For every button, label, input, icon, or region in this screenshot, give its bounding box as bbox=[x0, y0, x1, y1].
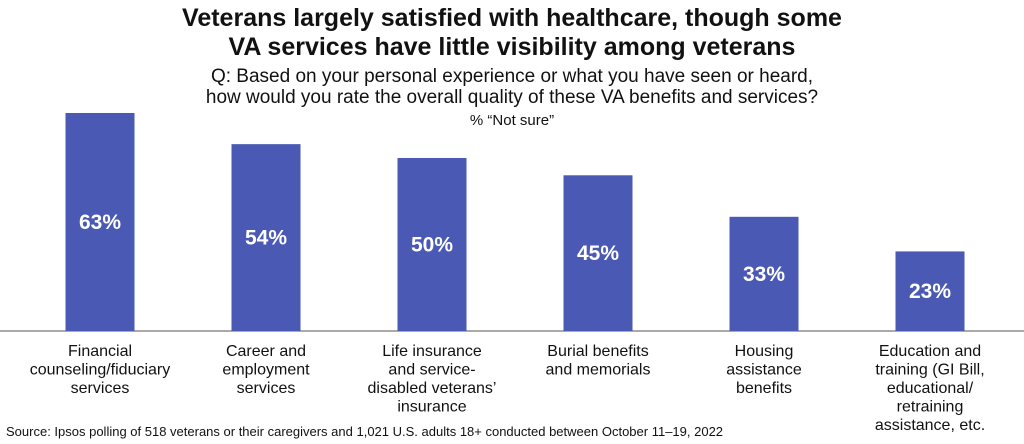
category-label: educational/ bbox=[887, 380, 974, 397]
source-note: Source: Ipsos polling of 518 veterans or… bbox=[6, 424, 724, 439]
chart-title-line-1: Veterans largely satisfied with healthca… bbox=[182, 4, 842, 32]
category-label: counseling/fiduciary bbox=[30, 362, 171, 379]
bar bbox=[895, 251, 965, 331]
category-label: services bbox=[237, 380, 296, 397]
bar-value-label: 54% bbox=[245, 227, 287, 250]
bar-value-label: 33% bbox=[743, 263, 785, 286]
category-label: Financial bbox=[68, 343, 132, 360]
category-label: Career and bbox=[226, 343, 306, 360]
bar-value-label: 50% bbox=[411, 233, 453, 256]
category-label: benefits bbox=[736, 380, 792, 397]
category-label: and service- bbox=[388, 362, 475, 379]
category-label: Education and bbox=[879, 343, 981, 360]
category-label: Burial benefits bbox=[547, 343, 648, 360]
category-label: and memorials bbox=[546, 362, 651, 379]
category-label: Life insurance bbox=[382, 343, 482, 360]
category-label: disabled veterans’ bbox=[368, 380, 497, 397]
category-label: Housing bbox=[735, 343, 794, 360]
category-label: insurance bbox=[397, 399, 466, 416]
bar bbox=[231, 144, 301, 331]
measure-label: % “Not sure” bbox=[469, 112, 555, 129]
bar-value-label: 63% bbox=[79, 211, 121, 234]
bar-value-label: 23% bbox=[909, 280, 951, 303]
category-label: training (GI Bill, bbox=[875, 362, 984, 379]
bar-value-label: 45% bbox=[577, 242, 619, 265]
chart-subtitle-line-2: how would you rate the overall quality o… bbox=[205, 87, 819, 108]
category-label: assistance bbox=[726, 362, 802, 379]
chart-subtitle-line-1: Q: Based on your personal experience or … bbox=[210, 66, 814, 87]
chart-title-line-2: VA services have little visibility among… bbox=[228, 33, 796, 61]
category-label: assistance, etc. bbox=[875, 417, 985, 434]
category-label: retraining bbox=[897, 399, 964, 416]
category-label: employment bbox=[222, 362, 310, 379]
category-label: services bbox=[71, 380, 130, 397]
bar bbox=[729, 216, 799, 331]
bar bbox=[397, 157, 467, 331]
bar bbox=[563, 175, 633, 331]
bar bbox=[65, 113, 135, 331]
